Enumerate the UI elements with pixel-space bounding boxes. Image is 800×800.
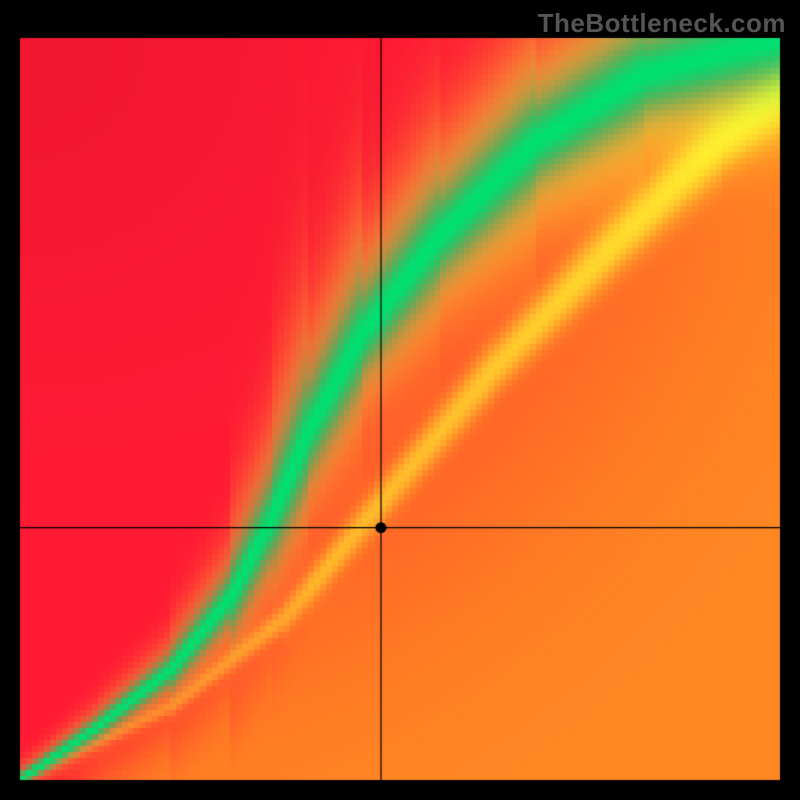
bottleneck-heatmap	[0, 0, 800, 800]
chart-frame: TheBottleneck.com	[0, 0, 800, 800]
